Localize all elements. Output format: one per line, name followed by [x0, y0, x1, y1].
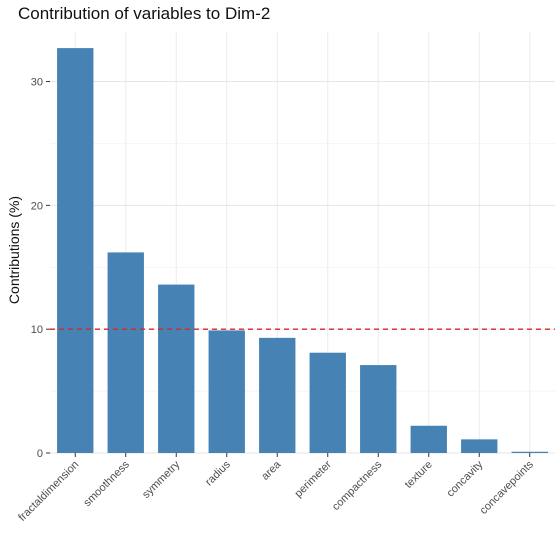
x-tick-label: symmetry [140, 458, 183, 501]
x-tick-label: area [259, 458, 284, 483]
y-tick-label: 30 [31, 77, 43, 89]
x-tick-label: concavepoints [478, 458, 537, 517]
x-tick-label: perimeter [293, 458, 335, 500]
bar [309, 352, 346, 453]
bar [461, 439, 498, 453]
x-tick-label: concavity [444, 458, 485, 499]
bar [158, 284, 195, 453]
bars [57, 48, 548, 454]
y-tick-label: 0 [37, 448, 43, 460]
bar [360, 365, 397, 453]
bar [511, 451, 548, 453]
x-tick-label: compactness [330, 458, 385, 513]
bar [259, 337, 296, 453]
bar [208, 330, 245, 453]
x-tick-label: fractaldimension [16, 459, 81, 524]
chart-title: Contribution of variables to Dim-2 [18, 4, 271, 23]
y-axis-title: Contributions (%) [6, 196, 22, 304]
y-tick-label: 20 [31, 200, 43, 212]
y-tick-label: 10 [31, 324, 43, 336]
bar [57, 48, 94, 454]
y-axis-ticks: 0 10 20 30 [31, 77, 50, 460]
x-axis-ticks: fractaldimension smoothness symmetry radius… [16, 453, 536, 524]
x-tick-label: smoothness [81, 458, 132, 509]
x-tick-label: radius [203, 458, 233, 488]
x-tick-label: texture [403, 459, 435, 491]
bar [107, 252, 144, 453]
bar [410, 425, 447, 453]
